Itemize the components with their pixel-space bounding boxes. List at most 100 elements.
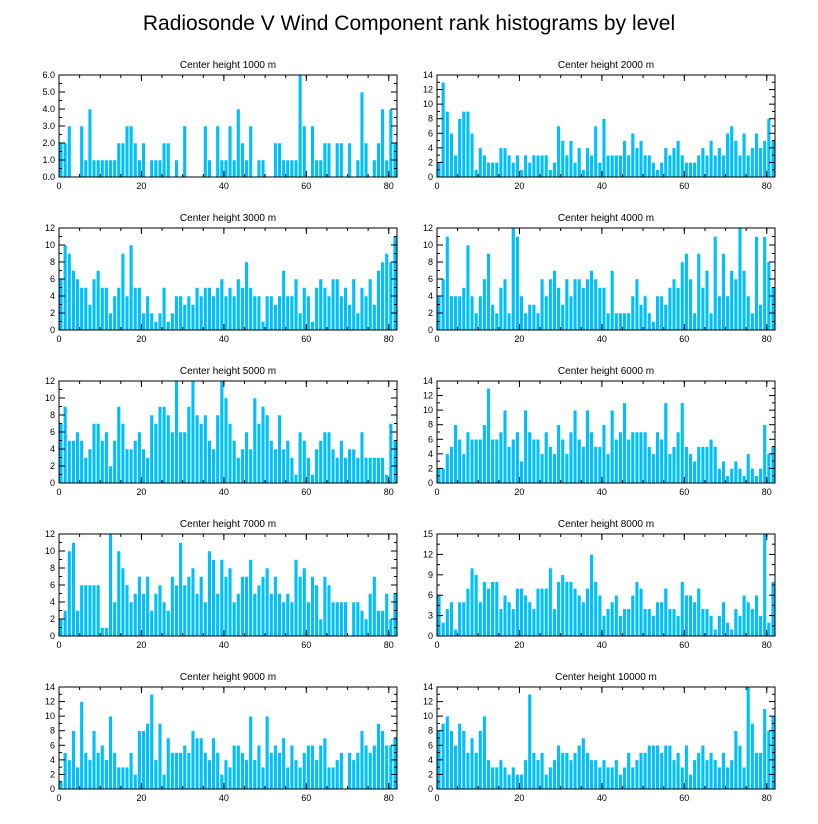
histogram-bar — [709, 439, 714, 484]
histogram-bar — [75, 431, 80, 484]
histogram-bar — [453, 295, 458, 331]
histogram-bar — [544, 295, 549, 331]
panel-title: Center height 1000 m — [180, 60, 276, 71]
histogram-bar — [461, 453, 466, 484]
histogram-bar — [199, 295, 204, 331]
histogram-bar — [634, 759, 639, 790]
histogram-bar — [124, 295, 130, 331]
histogram-bar — [236, 457, 241, 484]
histogram-bar — [709, 312, 714, 331]
histogram-bar — [318, 618, 323, 637]
histogram-bar — [742, 475, 747, 484]
x-tick-label: 80 — [384, 640, 394, 650]
histogram-bar — [219, 159, 224, 178]
histogram-bar — [153, 159, 158, 178]
histogram-bar — [310, 321, 315, 331]
histogram-bar — [339, 752, 344, 790]
histogram-bar — [717, 295, 722, 331]
histogram-bar — [269, 440, 274, 484]
histogram-bar — [478, 439, 483, 484]
histogram-bar — [289, 457, 294, 484]
x-tick-label: 40 — [597, 793, 607, 803]
histogram-bar — [355, 601, 360, 637]
histogram-bar — [622, 766, 627, 790]
histogram-bar — [610, 601, 615, 637]
histogram-bar — [157, 312, 163, 331]
histogram-bar — [108, 533, 113, 637]
histogram-bar — [671, 759, 677, 790]
histogram-bar — [544, 431, 549, 484]
y-tick-label: 14 — [45, 682, 55, 692]
histogram-bar — [445, 236, 450, 331]
y-tick-label: 2 — [50, 769, 55, 779]
histogram-bar — [116, 287, 121, 331]
histogram-bar — [441, 723, 446, 790]
histogram-bar — [638, 140, 644, 178]
histogram-bar — [663, 588, 668, 637]
histogram-bar — [281, 601, 286, 637]
histogram-bar — [153, 759, 158, 790]
histogram-bar — [63, 610, 68, 637]
histogram-bar — [75, 610, 80, 637]
histogram-bar — [289, 745, 294, 790]
y-tick-label: 4 — [50, 291, 55, 301]
histogram-bar — [704, 608, 710, 637]
histogram-bar — [178, 752, 183, 790]
histogram-bar — [486, 588, 491, 637]
histogram-bar — [535, 588, 541, 637]
histogram-bar — [364, 142, 369, 178]
histogram-bar — [199, 576, 204, 637]
histogram-bar — [671, 147, 677, 178]
histogram-bar — [742, 133, 747, 178]
histogram-bar — [104, 759, 109, 790]
y-tick-label: 12 — [45, 223, 55, 233]
histogram-bar — [129, 448, 134, 484]
histogram-bar — [100, 745, 105, 790]
x-tick-label: 60 — [301, 640, 311, 650]
x-tick-label: 20 — [514, 640, 524, 650]
histogram-bar — [643, 431, 648, 484]
histogram-bar — [667, 287, 672, 331]
histogram-bar — [478, 147, 483, 178]
histogram-bar — [733, 140, 738, 178]
histogram-bar — [618, 774, 623, 790]
histogram-bar — [265, 295, 270, 331]
y-tick-label: 10 — [45, 240, 55, 250]
y-tick-label: 6 — [428, 740, 433, 750]
histogram-bar — [667, 745, 672, 790]
histogram-bar — [141, 448, 146, 484]
histogram-bar — [322, 737, 327, 790]
histogram-bar — [700, 287, 705, 331]
histogram-bar — [359, 431, 365, 484]
histogram-bar — [236, 745, 241, 790]
histogram-bar — [589, 554, 594, 637]
histogram-bar — [610, 766, 615, 790]
histogram-panel: Center height 3000 m 0 20 40 60 80 0 2 4 6 8 10 12 — [45, 213, 398, 344]
histogram-bar — [112, 295, 117, 331]
histogram-bar — [149, 159, 154, 178]
histogram-bar — [174, 584, 179, 637]
histogram-bar — [392, 236, 398, 331]
histogram-bar — [564, 453, 569, 484]
histogram-bar — [298, 312, 303, 331]
histogram-bar — [133, 440, 138, 484]
histogram-bar — [498, 608, 503, 637]
histogram-bar — [746, 295, 751, 331]
histogram-bar — [548, 567, 553, 637]
histogram-bar — [228, 125, 233, 178]
histogram-bar — [655, 745, 660, 790]
histogram-bar — [260, 321, 266, 331]
x-tick-label: 0 — [56, 334, 61, 344]
histogram-bar — [79, 584, 84, 637]
histogram-bar — [531, 304, 536, 331]
histogram-bar — [372, 304, 377, 331]
histogram-bar — [733, 460, 738, 484]
histogram-bar — [564, 278, 569, 331]
histogram-bar — [277, 414, 282, 484]
histogram-bar — [203, 601, 208, 637]
histogram-bar — [585, 147, 590, 178]
histogram-bar — [372, 457, 377, 484]
histogram-bar — [211, 559, 216, 637]
histogram-bar — [186, 406, 191, 484]
y-tick-label: 14 — [423, 682, 433, 692]
